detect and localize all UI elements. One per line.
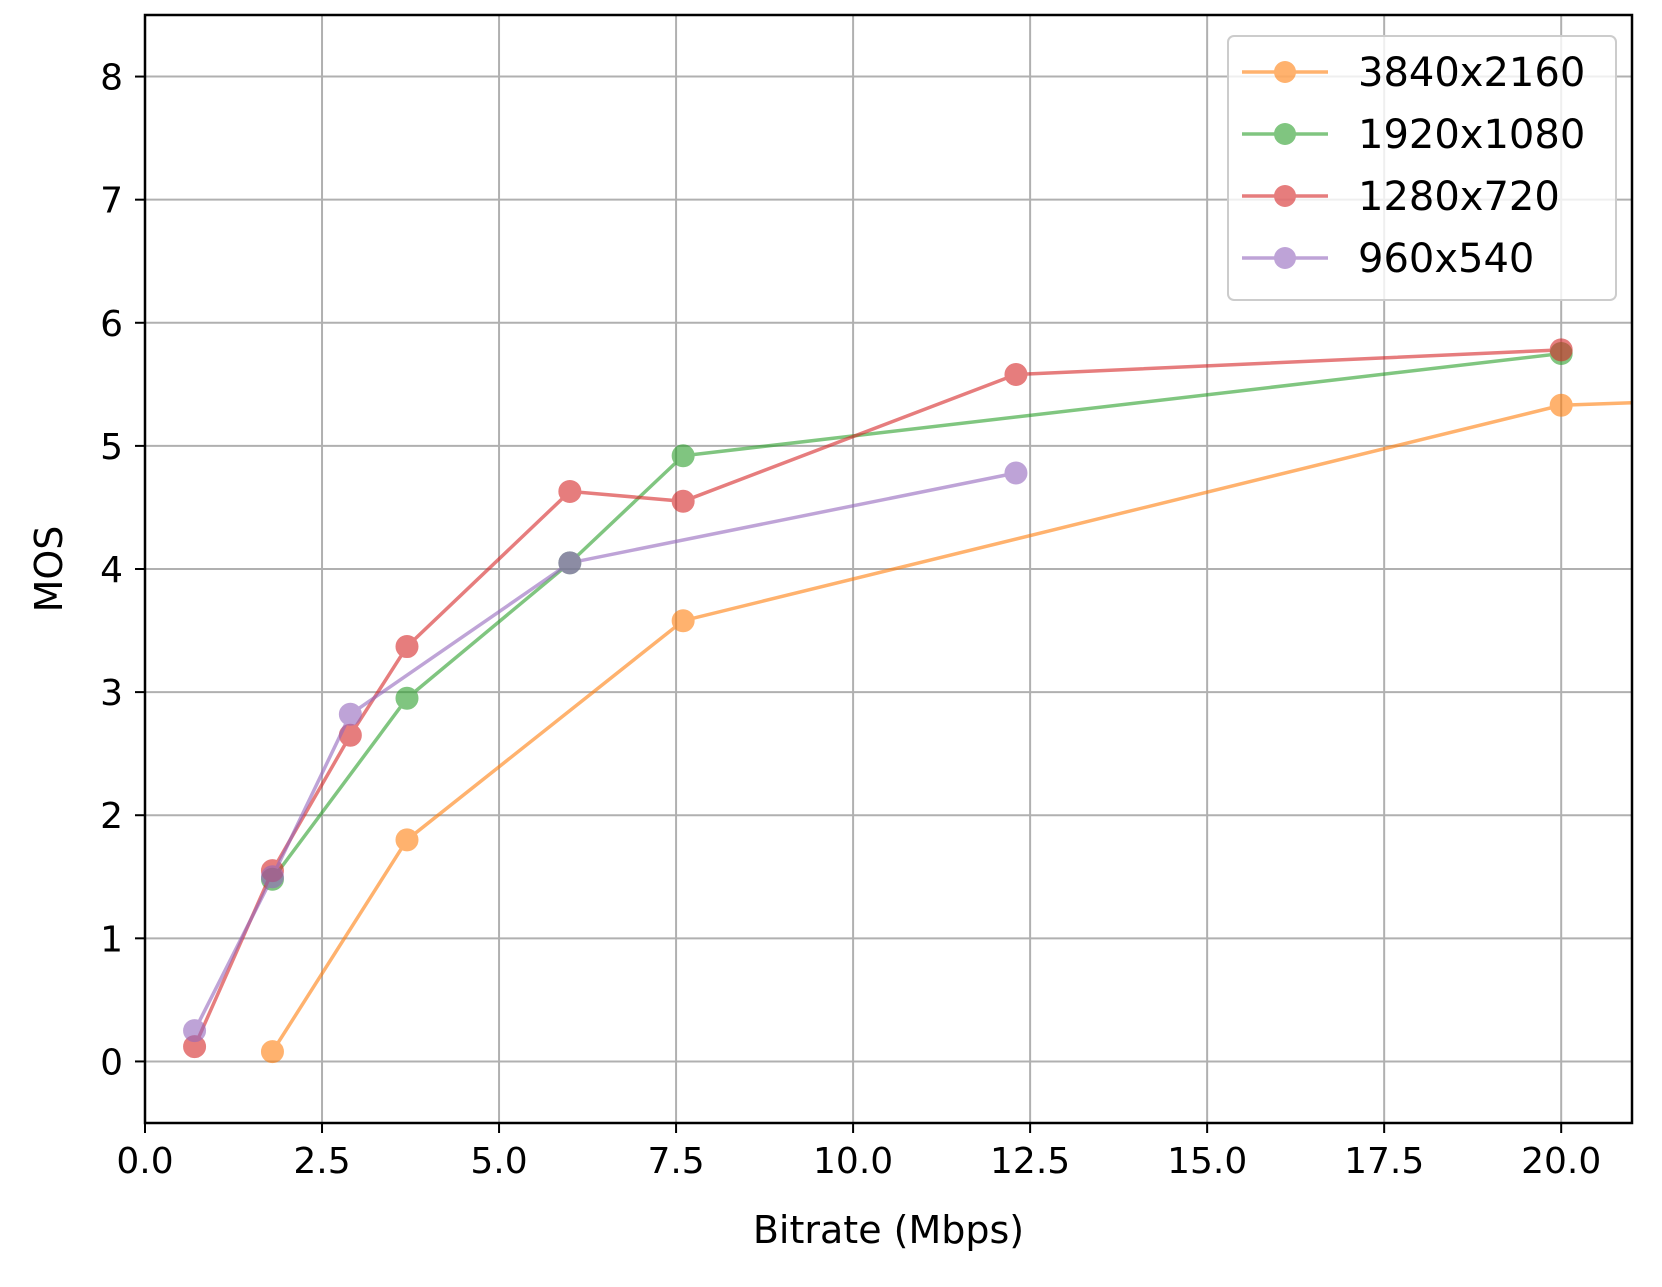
data-point — [1549, 338, 1573, 362]
y-tick-label: 1 — [100, 919, 123, 960]
series-line — [193, 471, 1017, 1032]
series-960x540 — [183, 461, 1028, 1043]
legend: 3840x2160 1920x1080 1280x720 960x540 — [1227, 35, 1617, 301]
data-point — [1004, 362, 1028, 386]
legend-label: 960x540 — [1358, 236, 1534, 282]
data-point — [671, 444, 695, 468]
series-line — [270, 401, 1632, 1053]
data-point — [395, 828, 419, 852]
legend-item: 3840x2160 — [1242, 50, 1585, 96]
legend-marker — [1274, 247, 1296, 269]
y-tick-label: 0 — [100, 1042, 123, 1083]
x-tick-label: 2.5 — [293, 1141, 350, 1182]
x-tick-label: 12.5 — [990, 1141, 1070, 1182]
data-point — [558, 479, 582, 503]
y-axis-label: MOS — [27, 526, 71, 613]
x-axis-label: Bitrate (Mbps) — [753, 1208, 1024, 1252]
legend-label: 3840x2160 — [1358, 50, 1585, 96]
data-point — [1549, 393, 1573, 417]
x-tick-label: 10.0 — [813, 1141, 893, 1182]
x-tick-label: 5.0 — [470, 1141, 527, 1182]
data-point — [395, 686, 419, 710]
data-point — [1004, 461, 1028, 485]
legend-item: 1280x720 — [1242, 174, 1560, 220]
legend-handle — [1242, 61, 1328, 83]
tick-layer: 0.0 2.5 5.0 7.5 10.0 12.5 15.0 17.5 20.0 0 1 2 3 4 5 6 7… — [100, 58, 1601, 1182]
y-tick-label: 7 — [100, 181, 123, 222]
data-point — [338, 702, 362, 726]
y-tick-label: 4 — [100, 550, 123, 591]
legend-handle — [1242, 123, 1328, 145]
x-tick-label: 0.0 — [116, 1141, 173, 1182]
series-3840x2160 — [260, 393, 1632, 1064]
series-1920x1080 — [260, 342, 1573, 891]
legend-marker — [1274, 123, 1296, 145]
y-tick-label: 3 — [100, 673, 123, 714]
legend-label: 1280x720 — [1358, 174, 1560, 220]
data-point — [260, 1040, 284, 1064]
series-layer — [183, 338, 1632, 1064]
legend-item: 1920x1080 — [1242, 112, 1585, 158]
data-point — [671, 609, 695, 633]
data-point — [260, 865, 284, 889]
data-point — [671, 489, 695, 513]
y-tick-label: 2 — [100, 796, 123, 837]
y-tick-label: 6 — [100, 304, 123, 345]
y-tick-label: 5 — [100, 427, 123, 468]
data-point — [395, 635, 419, 659]
data-point — [558, 551, 582, 575]
x-tick-label: 20.0 — [1521, 1141, 1601, 1182]
x-tick-label: 17.5 — [1344, 1141, 1424, 1182]
legend-marker — [1274, 185, 1296, 207]
y-tick-label: 8 — [100, 58, 123, 99]
legend-handle — [1242, 185, 1328, 207]
x-tick-label: 15.0 — [1167, 1141, 1247, 1182]
data-point — [183, 1019, 207, 1043]
legend-item: 960x540 — [1242, 236, 1534, 282]
series-line — [271, 351, 1562, 881]
x-tick-label: 7.5 — [647, 1141, 704, 1182]
legend-box — [1227, 35, 1617, 301]
legend-marker — [1274, 61, 1296, 83]
legend-label: 1920x1080 — [1358, 112, 1585, 158]
legend-handle — [1242, 247, 1328, 269]
